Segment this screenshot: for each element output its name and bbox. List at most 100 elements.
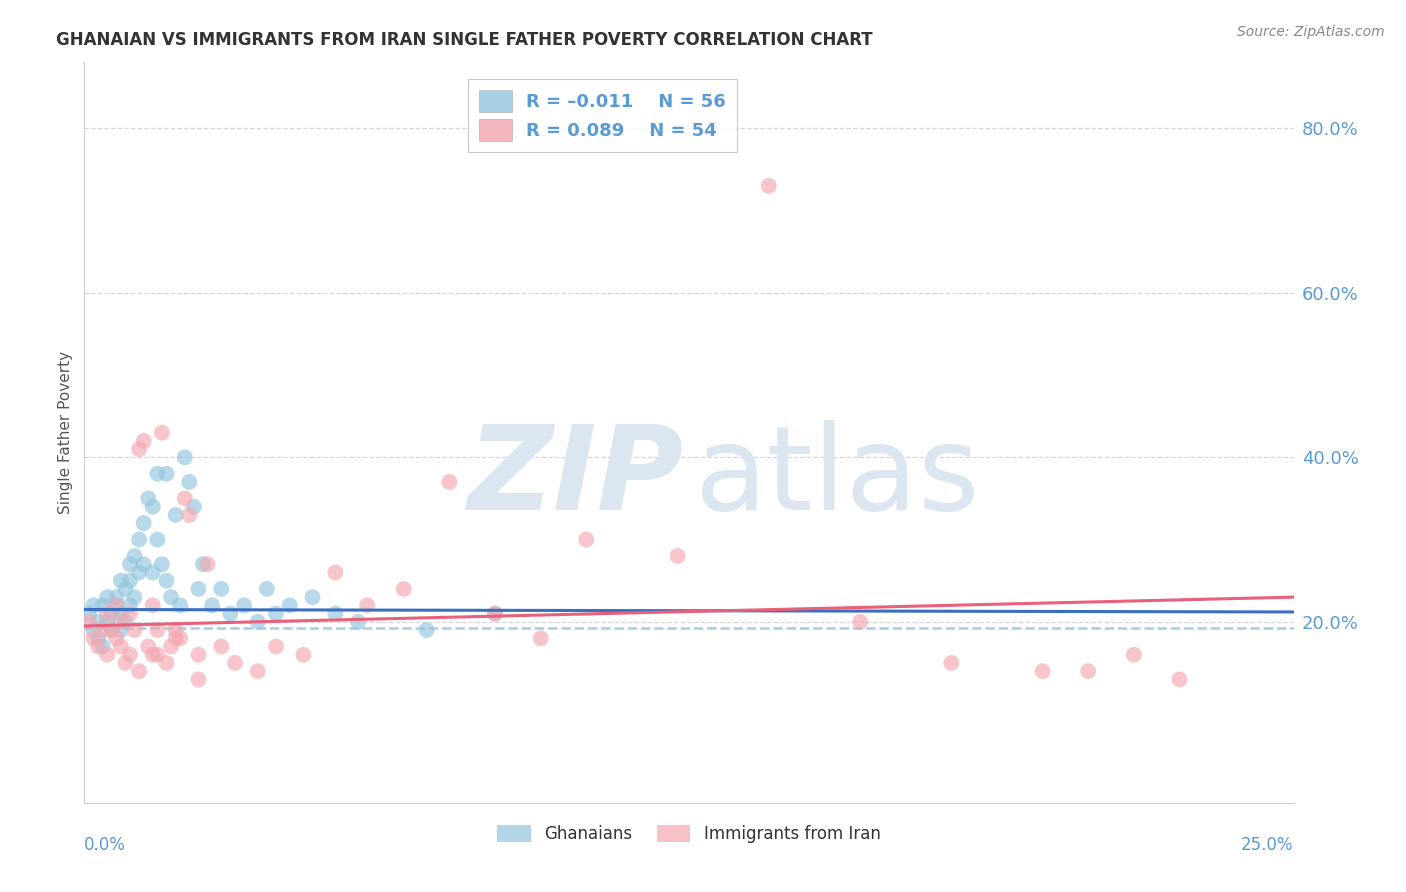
Point xyxy=(278,599,301,613)
Point xyxy=(118,607,141,621)
Point xyxy=(160,590,183,604)
Point xyxy=(301,590,323,604)
Point xyxy=(246,615,269,629)
Point xyxy=(392,582,415,596)
Point xyxy=(150,425,173,440)
Point xyxy=(155,467,177,481)
Point xyxy=(323,566,346,580)
Point xyxy=(142,599,165,613)
Point xyxy=(142,566,165,580)
Point xyxy=(347,615,370,629)
Point xyxy=(128,533,150,547)
Point xyxy=(105,599,128,613)
Point xyxy=(187,673,209,687)
Point xyxy=(666,549,689,563)
Point xyxy=(132,434,155,448)
Point xyxy=(146,533,169,547)
Point xyxy=(124,549,146,563)
Point xyxy=(183,500,205,514)
Point xyxy=(1168,673,1191,687)
Point xyxy=(160,640,183,654)
Point xyxy=(155,656,177,670)
Point xyxy=(91,640,114,654)
Point xyxy=(82,599,104,613)
Point xyxy=(169,632,191,646)
Point xyxy=(146,623,169,637)
Point xyxy=(87,615,110,629)
Point xyxy=(128,664,150,678)
Point xyxy=(132,516,155,530)
Point xyxy=(256,582,278,596)
Point xyxy=(179,475,201,489)
Point xyxy=(91,599,114,613)
Point xyxy=(118,599,141,613)
Point xyxy=(1122,648,1144,662)
Point xyxy=(1032,664,1054,678)
Point xyxy=(155,574,177,588)
Text: 25.0%: 25.0% xyxy=(1241,836,1294,855)
Point xyxy=(150,558,173,572)
Point xyxy=(128,566,150,580)
Point xyxy=(323,607,346,621)
Text: atlas: atlas xyxy=(695,419,980,534)
Y-axis label: Single Father Poverty: Single Father Poverty xyxy=(58,351,73,514)
Point xyxy=(165,632,187,646)
Point xyxy=(187,582,209,596)
Point xyxy=(292,648,315,662)
Point xyxy=(110,640,132,654)
Point xyxy=(356,599,378,613)
Point xyxy=(128,442,150,456)
Point xyxy=(136,491,159,506)
Text: ZIP: ZIP xyxy=(467,419,683,534)
Point xyxy=(201,599,224,613)
Point xyxy=(114,656,136,670)
Point xyxy=(146,648,169,662)
Point xyxy=(264,640,287,654)
Point xyxy=(246,664,269,678)
Point xyxy=(110,574,132,588)
Point xyxy=(124,623,146,637)
Point xyxy=(110,615,132,629)
Point xyxy=(575,533,598,547)
Point xyxy=(941,656,963,670)
Point xyxy=(82,623,104,637)
Point xyxy=(219,607,242,621)
Text: 0.0%: 0.0% xyxy=(84,836,127,855)
Point xyxy=(91,623,114,637)
Point xyxy=(96,648,118,662)
Point xyxy=(105,599,128,613)
Point xyxy=(142,648,165,662)
Point xyxy=(87,632,110,646)
Point xyxy=(82,632,104,646)
Point xyxy=(197,558,219,572)
Point xyxy=(187,648,209,662)
Point xyxy=(136,640,159,654)
Point xyxy=(849,615,872,629)
Point xyxy=(87,640,110,654)
Point xyxy=(105,632,128,646)
Legend: Ghanaians, Immigrants from Iran: Ghanaians, Immigrants from Iran xyxy=(491,819,887,850)
Point xyxy=(224,656,246,670)
Point xyxy=(484,607,506,621)
Point xyxy=(233,599,256,613)
Point xyxy=(110,623,132,637)
Point xyxy=(105,590,128,604)
Point xyxy=(110,607,132,621)
Point xyxy=(132,558,155,572)
Point xyxy=(264,607,287,621)
Point xyxy=(118,574,141,588)
Point xyxy=(142,500,165,514)
Point xyxy=(530,632,553,646)
Text: GHANAIAN VS IMMIGRANTS FROM IRAN SINGLE FATHER POVERTY CORRELATION CHART: GHANAIAN VS IMMIGRANTS FROM IRAN SINGLE … xyxy=(56,31,873,49)
Point xyxy=(165,508,187,522)
Point xyxy=(169,599,191,613)
Point xyxy=(415,623,437,637)
Point xyxy=(77,607,100,621)
Point xyxy=(484,607,506,621)
Point xyxy=(165,623,187,637)
Point xyxy=(1077,664,1099,678)
Point xyxy=(77,615,100,629)
Point xyxy=(124,590,146,604)
Point xyxy=(173,450,195,465)
Text: Source: ZipAtlas.com: Source: ZipAtlas.com xyxy=(1237,25,1385,39)
